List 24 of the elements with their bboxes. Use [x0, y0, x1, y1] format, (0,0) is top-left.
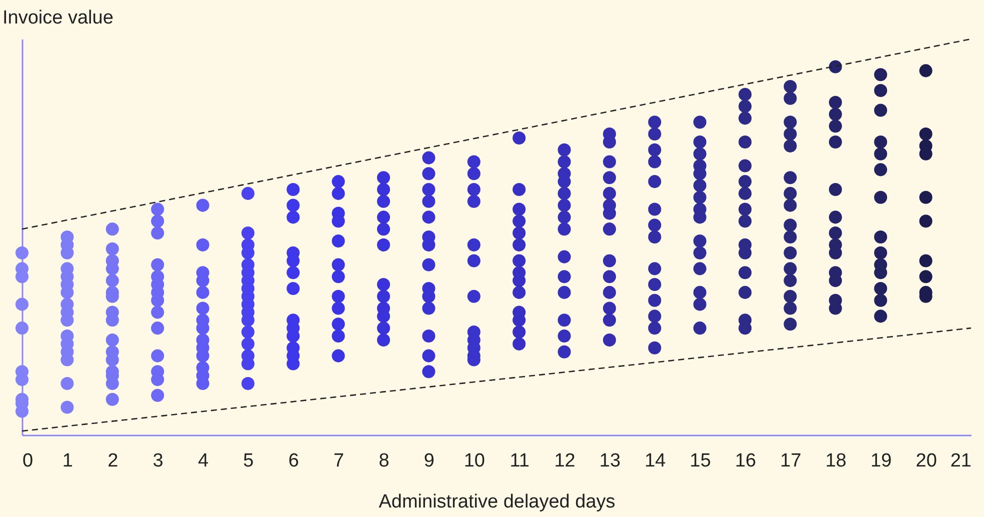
x-tick-label: 19 [870, 450, 892, 472]
x-tick-label: 0 [22, 450, 34, 472]
x-tick-label: 14 [644, 450, 666, 472]
x-tick-label: 4 [198, 450, 209, 472]
x-tick-label: 8 [378, 450, 390, 472]
x-tick-label: 7 [334, 450, 344, 472]
x-tick-label: 20 [916, 450, 937, 472]
x-tick-label: 6 [288, 450, 299, 472]
x-tick-label: 3 [152, 450, 164, 472]
x-tick-label: 12 [554, 450, 576, 472]
x-tick-label: 2 [108, 450, 118, 472]
x-tick-label: 15 [690, 450, 711, 472]
x-tick-label: 11 [510, 450, 530, 472]
x-tick-label: 1 [62, 450, 73, 472]
x-tick-label: 9 [424, 450, 435, 472]
x-tick-label: 13 [599, 450, 621, 472]
x-tick-label: 21 [950, 450, 972, 472]
y-axis-title: Invoice value [2, 8, 114, 28]
x-tick-label: 5 [243, 450, 254, 472]
x-tick-label: 17 [780, 450, 802, 472]
x-tick-label: 10 [464, 450, 485, 472]
x-axis-title: Administrative delayed days [378, 492, 616, 512]
x-tick-label: 18 [825, 450, 846, 472]
x-tick-label: 16 [734, 450, 756, 472]
